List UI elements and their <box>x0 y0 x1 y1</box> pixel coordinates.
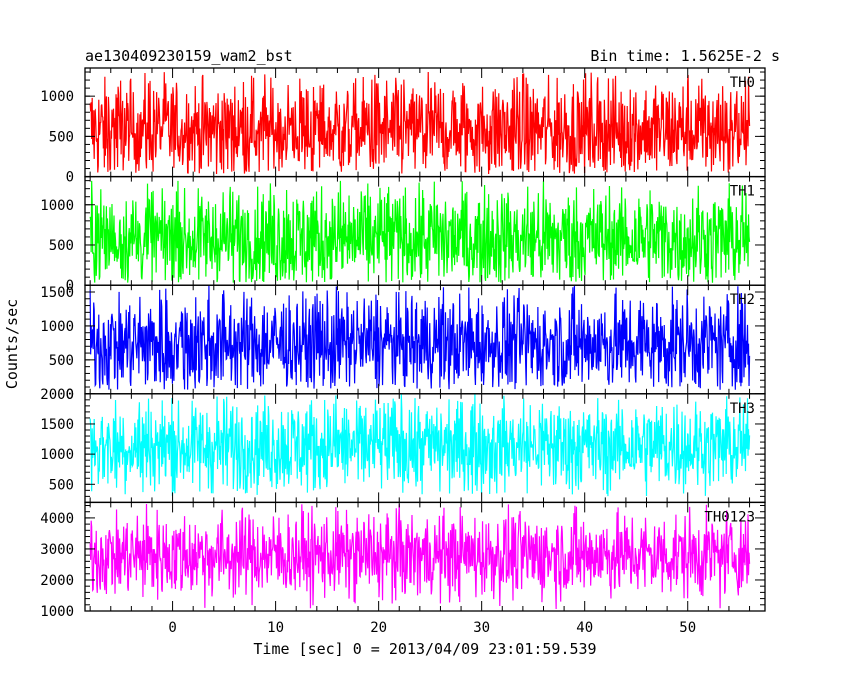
y-tick-label: 500 <box>49 477 74 493</box>
y-tick-label: 500 <box>49 238 74 254</box>
panel-label-th1: TH1 <box>730 184 755 200</box>
y-tick-label: 1000 <box>40 198 74 214</box>
x-axis-title: Time [sec] 0 = 2013/04/09 23:01:59.539 <box>253 640 596 658</box>
panel-label-th3: TH3 <box>730 401 755 417</box>
y-tick-label: 2000 <box>40 573 74 589</box>
panel-label-th0: TH0 <box>730 75 755 91</box>
y-tick-label: 1000 <box>40 89 74 105</box>
y-tick-label: 1500 <box>40 417 74 433</box>
y-tick-label: 500 <box>49 353 74 369</box>
panels-group: TH005001000TH105001000TH2050010001500TH3… <box>40 67 766 636</box>
series-th3-line <box>89 394 751 497</box>
y-axis-title: Counts/sec <box>3 299 21 389</box>
panel-label-th2: TH2 <box>730 292 755 308</box>
y-tick-label: 3000 <box>40 542 74 558</box>
panel-frame-th0123 <box>84 501 766 612</box>
y-tick-label: 2000 <box>40 387 74 403</box>
x-tick-label: 20 <box>370 620 387 636</box>
series-th0-line <box>89 72 751 175</box>
bin-time-header: Bin time: 1.5625E-2 s <box>590 47 780 65</box>
y-tick-label: 500 <box>49 129 74 145</box>
y-tick-label: 1000 <box>40 319 74 335</box>
y-tick-label: 0 <box>66 170 74 186</box>
y-tick-label: 0 <box>66 278 74 294</box>
y-tick-label: 4000 <box>40 511 74 527</box>
y-tick-label: 1000 <box>40 447 74 463</box>
x-tick-label: 30 <box>473 620 490 636</box>
series-th0123-line <box>89 503 751 610</box>
x-tick-label: 10 <box>267 620 284 636</box>
panel-label-th0123: TH0123 <box>704 509 755 525</box>
y-tick-label: 1500 <box>40 285 74 301</box>
x-tick-label: 40 <box>576 620 593 636</box>
y-tick-label: 1000 <box>40 604 74 620</box>
observation-id-header: ae130409230159_wam2_bst <box>85 47 293 65</box>
y-tick-label: 0 <box>66 387 74 403</box>
series-th2-line <box>89 285 751 390</box>
x-tick-label: 50 <box>679 620 696 636</box>
x-tick-label: 0 <box>168 620 176 636</box>
series-th1-line <box>89 180 751 283</box>
